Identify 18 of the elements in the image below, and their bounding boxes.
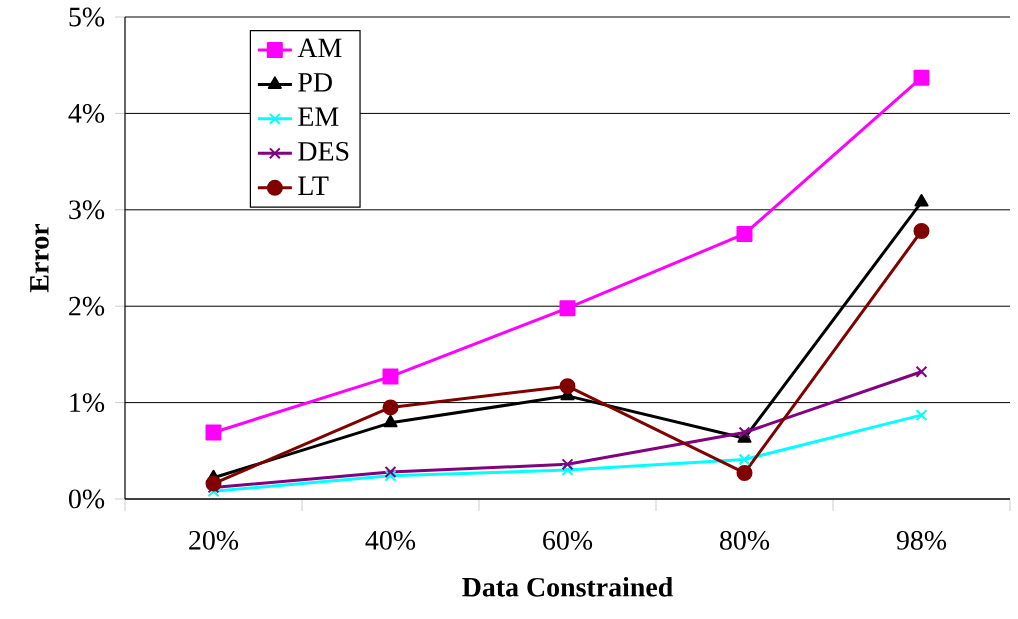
legend-label: EM — [298, 107, 339, 126]
y-tick-label: 0% — [68, 489, 105, 509]
y-tick-label: 2% — [69, 296, 105, 316]
legend-label: DES — [298, 142, 349, 161]
x-tick-label: 80% — [719, 530, 770, 550]
y-tick-label: 5% — [69, 7, 105, 27]
legend-label: AM — [297, 38, 342, 57]
y-tick-label: 3% — [69, 200, 105, 220]
x-tick-label: 98% — [896, 530, 947, 550]
legend-label: LT — [298, 176, 329, 195]
y-tick-label: 4% — [68, 103, 105, 123]
y-axis-title: Error — [30, 224, 49, 293]
x-tick-label: 60% — [543, 530, 593, 550]
x-axis-title: Data Constrained — [462, 576, 673, 597]
legend-label: PD — [298, 73, 332, 92]
y-tick-label: 1% — [70, 393, 105, 413]
x-tick-label: 40% — [365, 530, 416, 550]
x-tick-label: 20% — [189, 530, 239, 550]
